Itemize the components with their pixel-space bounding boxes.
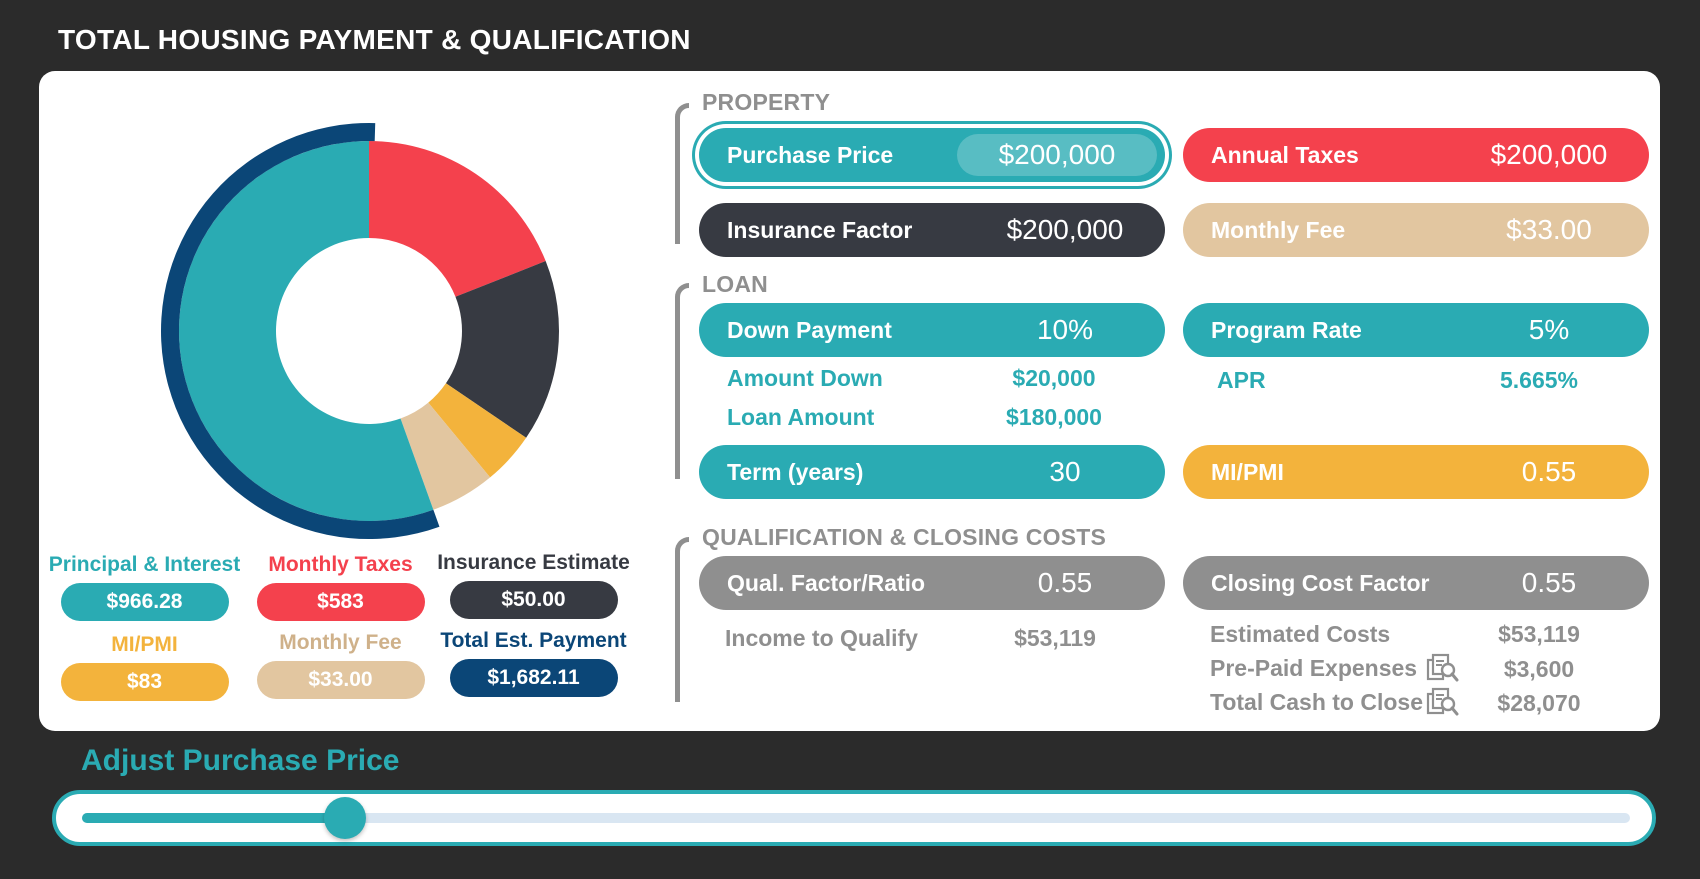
amount-down-label: Amount Down xyxy=(727,365,883,391)
prepaid-expenses-details-icon[interactable] xyxy=(1424,651,1460,685)
down-payment-input[interactable]: 10% xyxy=(1036,314,1094,345)
slider-thumb[interactable] xyxy=(324,797,367,839)
term-years-field[interactable]: Term (years) 30 xyxy=(699,445,1165,499)
legend-label: Insurance Estimate xyxy=(437,551,630,574)
estimated-costs-label: Estimated Costs xyxy=(1210,621,1391,647)
slider-title: Adjust Purchase Price xyxy=(81,744,400,777)
slider-track[interactable] xyxy=(82,797,1630,839)
loan-amount-value: $180,000 xyxy=(1006,404,1102,430)
total-cash-to-close-label: Total Cash to Close xyxy=(1210,689,1423,715)
field-label: MI/PMI xyxy=(1211,458,1284,485)
closing-cost-factor-field[interactable]: Closing Cost Factor 0.55 xyxy=(1183,556,1649,610)
total-cash-details-icon[interactable] xyxy=(1424,685,1460,719)
field-label: Down Payment xyxy=(727,316,892,343)
down-payment-field[interactable]: Down Payment 10% xyxy=(699,303,1165,357)
program-rate-input[interactable]: 5% xyxy=(1528,314,1570,345)
total-cash-to-close-value: $28,070 xyxy=(1497,690,1581,716)
qual-factor-field[interactable]: Qual. Factor/Ratio 0.55 xyxy=(699,556,1165,610)
loan-bracket xyxy=(675,283,689,479)
calculator-card: Principal & Interest $966.28 Monthly Tax… xyxy=(39,71,1660,731)
donut-slice-principal-interest xyxy=(178,141,434,521)
legend-label: Principal & Interest xyxy=(48,553,241,576)
purchase-price-slider[interactable] xyxy=(52,790,1656,846)
legend-label: Total Est. Payment xyxy=(440,629,627,652)
property-section-label: PROPERTY xyxy=(702,89,831,115)
legend-mi-pmi: MI/PMI $83 xyxy=(47,633,242,701)
slider-fill xyxy=(82,813,346,823)
legend-value-pill: $583 xyxy=(256,583,425,621)
mi-pmi-input[interactable]: 0.55 xyxy=(1521,456,1577,487)
legend-label: Monthly Taxes xyxy=(268,553,413,576)
legend-total-est-payment: Total Est. Payment $1,682.11 xyxy=(436,629,631,697)
donut-slice-mi-pmi xyxy=(428,383,527,478)
income-to-qualify-label: Income to Qualify xyxy=(725,625,918,651)
field-label: Insurance Factor xyxy=(727,216,913,243)
legend-value-pill: $1,682.11 xyxy=(449,659,618,697)
field-label: Qual. Factor/Ratio xyxy=(727,569,926,596)
apr-value: 5.665% xyxy=(1499,367,1578,393)
field-label: Annual Taxes xyxy=(1211,141,1359,168)
field-label: Term (years) xyxy=(727,458,864,485)
property-bracket xyxy=(675,103,689,244)
donut-slice-monthly-taxes xyxy=(369,141,546,297)
apr-label: APR xyxy=(1217,367,1266,393)
legend-insurance-estimate: Insurance Estimate $50.00 xyxy=(436,551,631,619)
prepaid-expenses-label: Pre-Paid Expenses xyxy=(1210,655,1418,681)
estimated-costs-value: $53,119 xyxy=(1498,621,1580,647)
purchase-price-field[interactable]: Purchase Price $200,000 xyxy=(699,128,1165,182)
legend-monthly-fee: Monthly Fee $33.00 xyxy=(243,631,438,699)
field-label: Closing Cost Factor xyxy=(1211,569,1430,596)
closing-cost-factor-input[interactable]: 0.55 xyxy=(1521,567,1577,598)
term-years-input[interactable]: 30 xyxy=(1049,456,1081,487)
legend-principal-interest: Principal & Interest $966.28 xyxy=(47,553,242,621)
monthly-fee-field[interactable]: Monthly Fee $33.00 xyxy=(1183,203,1649,257)
loan-amount-label: Loan Amount xyxy=(727,404,875,430)
legend-value-pill: $50.00 xyxy=(449,581,618,619)
annual-taxes-input[interactable]: $200,000 xyxy=(1490,139,1608,170)
app-title: TOTAL HOUSING PAYMENT & QUALIFICATION xyxy=(58,24,691,55)
qual-factor-input[interactable]: 0.55 xyxy=(1037,567,1093,598)
monthly-fee-input[interactable]: $33.00 xyxy=(1506,214,1592,245)
qualification-bracket xyxy=(675,537,689,702)
legend-monthly-taxes: Monthly Taxes $583 xyxy=(243,553,438,621)
purchase-price-input[interactable]: $200,000 xyxy=(957,134,1157,176)
prepaid-expenses-value: $3,600 xyxy=(1503,656,1575,682)
mi-pmi-field[interactable]: MI/PMI 0.55 xyxy=(1183,445,1649,499)
insurance-factor-input[interactable]: $200,000 xyxy=(1006,214,1124,245)
legend-value-pill: $83 xyxy=(60,663,229,701)
legend-value-pill: $966.28 xyxy=(60,583,229,621)
field-label: Program Rate xyxy=(1211,316,1362,343)
amount-down-value: $20,000 xyxy=(1012,365,1096,391)
payment-legend: Principal & Interest $966.28 Monthly Tax… xyxy=(47,551,687,723)
income-to-qualify-value: $53,119 xyxy=(1014,625,1096,651)
payment-donut-chart xyxy=(129,91,609,571)
loan-section-label: LOAN xyxy=(702,271,768,297)
legend-label: MI/PMI xyxy=(111,633,178,656)
insurance-factor-field[interactable]: Insurance Factor $200,000 xyxy=(699,203,1165,257)
qualification-section-label: QUALIFICATION & CLOSING COSTS xyxy=(702,524,1107,550)
legend-label: Monthly Fee xyxy=(279,631,402,654)
donut-svg xyxy=(161,122,559,539)
annual-taxes-field[interactable]: Annual Taxes $200,000 xyxy=(1183,128,1649,182)
program-rate-field[interactable]: Program Rate 5% xyxy=(1183,303,1649,357)
field-label: Purchase Price xyxy=(727,141,894,168)
donut-slice-insurance-estimate xyxy=(445,261,559,438)
donut-slice-monthly-fee xyxy=(400,402,491,510)
legend-value-pill: $33.00 xyxy=(256,661,425,699)
field-label: Monthly Fee xyxy=(1211,216,1346,243)
